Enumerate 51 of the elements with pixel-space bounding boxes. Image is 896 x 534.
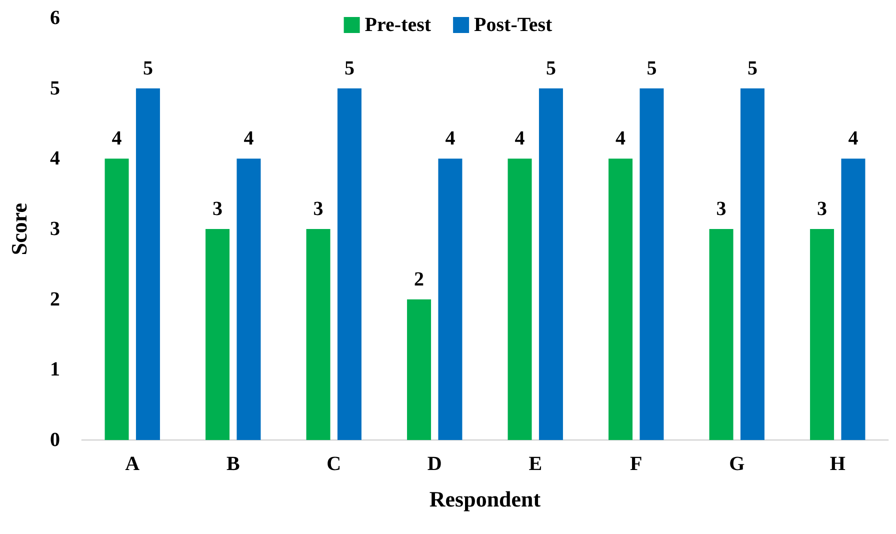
data-label: 4 <box>514 128 525 150</box>
data-label: 5 <box>344 57 354 80</box>
data-label: 4 <box>112 128 122 150</box>
bar <box>709 229 734 440</box>
x-tick-label: G <box>729 453 746 475</box>
bar <box>337 88 362 440</box>
legend-label: Post-Test <box>474 14 553 36</box>
bar <box>236 158 261 440</box>
y-tick-label: 0 <box>50 429 60 451</box>
data-label: 4 <box>244 128 254 150</box>
data-label: 5 <box>646 57 657 80</box>
y-tick-label: 3 <box>50 218 60 240</box>
data-label: 2 <box>414 268 424 290</box>
x-tick-label: B <box>226 453 240 475</box>
x-tick-label: H <box>830 453 846 475</box>
data-label: 5 <box>546 57 556 80</box>
legend-label: Pre-test <box>364 14 432 36</box>
bar <box>538 88 563 440</box>
x-tick-label: F <box>630 453 642 475</box>
bar <box>206 229 230 440</box>
data-label: 4 <box>848 128 858 150</box>
bar <box>407 299 432 440</box>
bar <box>608 158 633 440</box>
data-label: 5 <box>747 57 758 80</box>
bar <box>810 229 834 440</box>
y-tick-label: 1 <box>50 358 60 381</box>
data-label: 3 <box>817 198 828 220</box>
y-axis-title: Score <box>6 202 32 256</box>
data-label: 3 <box>716 198 726 220</box>
x-axis-title: Respondent <box>429 486 542 512</box>
data-label: 4 <box>616 128 626 150</box>
y-tick-label: 4 <box>50 148 60 170</box>
bar <box>640 88 664 440</box>
data-label: 5 <box>142 57 153 80</box>
x-tick-label: C <box>326 453 342 475</box>
data-label: 4 <box>445 128 456 150</box>
bar <box>438 158 462 440</box>
y-tick-label: 5 <box>50 77 60 100</box>
x-tick-label: E <box>528 453 542 475</box>
data-label: 3 <box>212 198 223 220</box>
bar <box>136 88 160 440</box>
bar <box>740 88 764 440</box>
y-tick-label: 6 <box>50 7 60 29</box>
data-label: 3 <box>313 198 324 220</box>
bar <box>306 229 330 440</box>
x-tick-label: A <box>125 453 140 475</box>
x-tick-label: D <box>427 453 442 475</box>
y-tick-label: 2 <box>50 288 60 310</box>
bar <box>508 158 532 440</box>
bar <box>104 158 129 440</box>
bar <box>841 158 866 440</box>
